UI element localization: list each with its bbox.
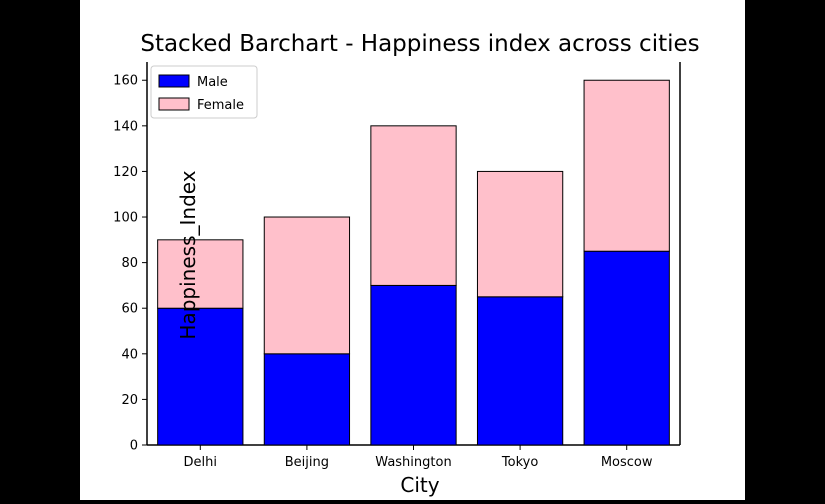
x-axis-label: City [400,473,439,497]
x-tick-label: Washington [375,455,451,470]
y-tick-label: 20 [121,393,138,408]
x-tick-label: Beijing [285,455,329,470]
y-tick-label: 140 [113,119,138,134]
x-tick-label: Tokyo [501,455,538,470]
figure: Stacked Barchart - Happiness index acros… [80,0,745,500]
y-tick-label: 120 [113,165,138,180]
y-tick-label: 0 [130,439,138,454]
legend-label-male: Male [197,75,228,90]
bars [157,79,670,446]
legend: Male Female [150,65,258,119]
x-tick-label: Moscow [601,455,653,470]
legend-swatch-female [158,97,190,111]
y-tick-label: 40 [121,347,138,362]
y-tick-label: 80 [121,256,138,271]
bar-female-washington [370,125,457,286]
chart-title: Stacked Barchart - Happiness index acros… [140,31,699,57]
bar-female-delhi [157,239,244,309]
stacked-bar-chart: Stacked Barchart - Happiness index acros… [113,31,699,497]
bar-male-moscow [583,250,670,446]
legend-swatch-male [158,74,190,88]
bar-female-moscow [583,79,670,252]
bar-female-beijing [263,216,351,355]
x-tick-label: Delhi [184,455,217,470]
y-tick-label: 100 [113,211,138,226]
bar-male-tokyo [476,296,564,446]
bar-female-tokyo [476,170,564,298]
y-tick-label: 160 [113,74,138,89]
bar-male-delhi [157,307,244,446]
ticks: 0 20 40 60 80 100 120 140 160 Delhi Beijing Washing… [113,74,653,470]
bar-male-washington [370,284,457,446]
bar-male-beijing [263,353,351,446]
y-axis-label: Happiness_Index [176,170,200,339]
y-tick-label: 60 [121,302,138,317]
legend-label-female: Female [197,98,244,113]
